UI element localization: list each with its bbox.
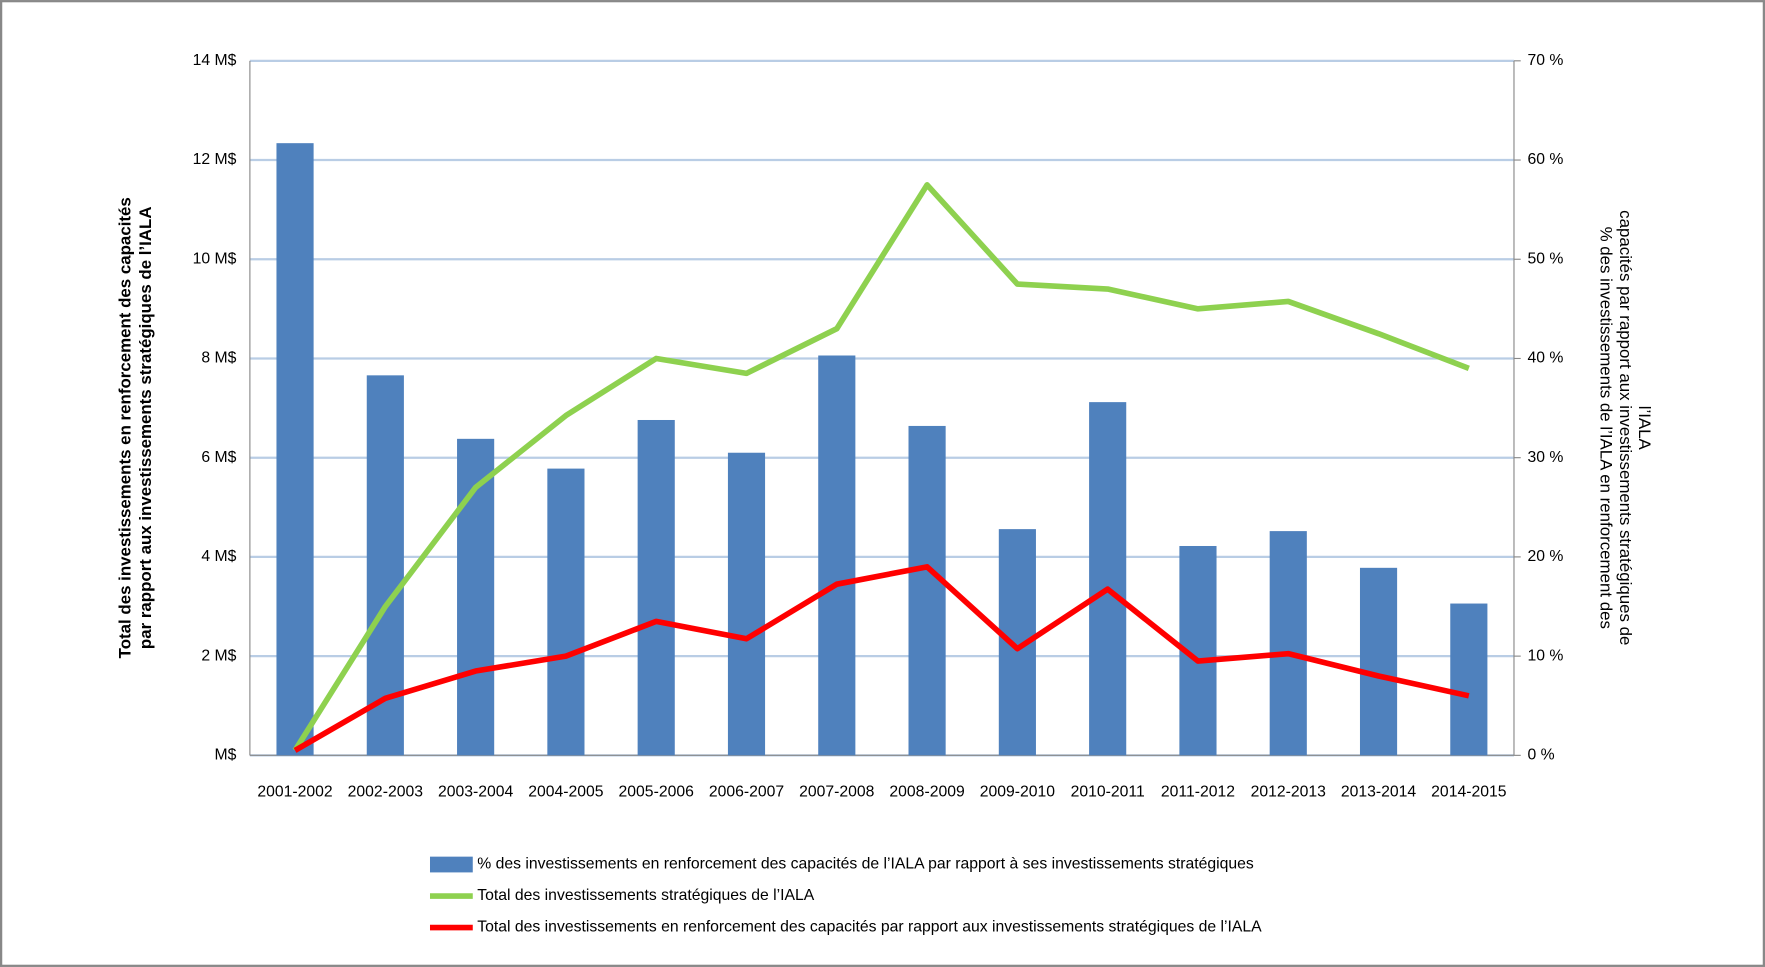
line	[292, 182, 1470, 752]
y2-axis-title: l’IALA	[1635, 406, 1654, 451]
bar	[727, 452, 766, 756]
bar	[1269, 531, 1307, 756]
y2-tick-label: 10 %	[1527, 647, 1563, 664]
y2-tick-label: 50 %	[1527, 250, 1563, 267]
legend-swatch	[429, 856, 473, 873]
bar	[908, 425, 946, 756]
x-tick-label: 2006-2007	[709, 784, 784, 801]
y2-tick-label: 20 %	[1527, 548, 1563, 565]
y-tick-label: 12 M$	[193, 151, 237, 168]
x-tick-label: 2004-2005	[528, 784, 604, 801]
bar	[1089, 402, 1127, 756]
x-tick-label: 2002-2003	[348, 784, 424, 801]
y2-tick-label: 40 %	[1527, 350, 1563, 367]
y-axis-title: Total des investissements en renforcemen…	[116, 197, 135, 658]
x-tick-label: 2008-2009	[889, 784, 965, 801]
x-tick-label: 2005-2006	[619, 784, 695, 801]
y-tick-label: 6 M$	[201, 449, 236, 466]
y-tick-label: M$	[214, 746, 236, 763]
y-tick-label: 10 M$	[193, 250, 237, 267]
y-tick-label: 14 M$	[193, 52, 237, 69]
bar	[637, 419, 675, 756]
legend-label: % des investissements en renforcement de…	[477, 856, 1254, 873]
bar	[1450, 603, 1488, 756]
x-tick-label: 2012-2013	[1251, 784, 1327, 801]
bar	[1359, 567, 1398, 756]
x-tick-label: 2007-2008	[799, 784, 875, 801]
legend-label: Total des investissements en renforcemen…	[477, 919, 1262, 936]
x-tick-label: 2009-2010	[980, 784, 1056, 801]
x-tick-label: 2011-2012	[1161, 784, 1235, 801]
bar	[818, 355, 856, 756]
y2-tick-label: 70 %	[1527, 52, 1563, 69]
x-tick-label: 2003-2004	[438, 784, 514, 801]
y2-axis-title: % des investissements de l’IALA en renfo…	[1597, 227, 1616, 629]
y-tick-label: 4 M$	[201, 548, 236, 565]
y2-tick-label: 0 %	[1527, 746, 1554, 763]
legend-label: Total des investissements stratégiques d…	[477, 887, 815, 904]
y-axis-title: par rapport aux investissements stratégi…	[136, 206, 155, 649]
bar	[547, 468, 585, 756]
x-tick-label: 2001-2002	[257, 784, 332, 801]
y-tick-label: 2 M$	[201, 647, 236, 664]
x-tick-label: 2010-2011	[1071, 784, 1145, 801]
x-tick-label: 2013-2014	[1341, 784, 1417, 801]
bar	[276, 143, 314, 756]
y2-tick-label: 30 %	[1527, 449, 1563, 466]
y-tick-label: 8 M$	[201, 350, 236, 367]
y2-axis-title: capacités par rapport aux investissement…	[1616, 210, 1635, 645]
y2-tick-label: 60 %	[1527, 151, 1563, 168]
x-tick-label: 2014-2015	[1431, 784, 1507, 801]
line	[293, 564, 1470, 753]
